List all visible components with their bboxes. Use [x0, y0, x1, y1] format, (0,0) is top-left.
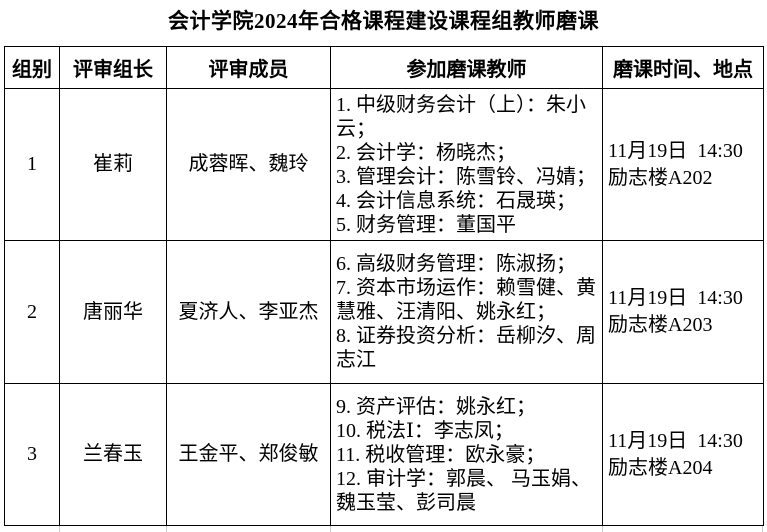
time-place-cell: 11月19日 14:30 励志楼A204 [602, 383, 764, 526]
time-place-cell: 11月19日 14:30 励志楼A202 [602, 88, 764, 241]
group-cell: 1 [4, 88, 60, 241]
members-cell: 成蓉晖、魏玲 [166, 88, 331, 241]
header-time-place: 磨课时间、地点 [602, 46, 764, 89]
table-row: 3 兰春玉 王金平、郑俊敏 9. 资产评估：姚永红； 10. 税法Ⅰ：李志凤； … [4, 383, 764, 526]
leader-cell: 唐丽华 [59, 240, 167, 384]
table-row: 2 唐丽华 夏济人、李亚杰 6. 高级财务管理：陈淑扬； 7. 资本市场运作：赖… [4, 240, 764, 384]
gridline-segment [330, 526, 331, 532]
members-cell: 夏济人、李亚杰 [166, 240, 331, 384]
teachers-cell: 1. 中级财务会计（上）：朱小 云； 2. 会计学：杨晓杰； 3. 管理会计：陈… [330, 88, 603, 241]
header-leader: 评审组长 [59, 46, 167, 89]
gridline-segment [762, 526, 763, 532]
table-row: 1 崔莉 成蓉晖、魏玲 1. 中级财务会计（上）：朱小 云； 2. 会计学：杨晓… [4, 88, 764, 241]
members-cell: 王金平、郑俊敏 [166, 383, 331, 526]
header-teachers: 参加磨课教师 [330, 46, 603, 89]
table-header-row: 组别 评审组长 评审成员 参加磨课教师 磨课时间、地点 [4, 46, 764, 89]
teachers-cell: 9. 资产评估：姚永红； 10. 税法Ⅰ：李志凤； 11. 税收管理：欧永豪； … [330, 383, 603, 526]
teachers-cell: 6. 高级财务管理：陈淑扬； 7. 资本市场运作：赖雪健、黄 慧雅、汪清阳、姚永… [330, 240, 603, 384]
header-members: 评审成员 [166, 46, 331, 89]
gridline-segment [602, 526, 603, 532]
group-cell: 3 [4, 383, 60, 526]
leader-cell: 崔莉 [59, 88, 167, 241]
header-group: 组别 [4, 46, 60, 89]
schedule-table: 组别 评审组长 评审成员 参加磨课教师 磨课时间、地点 1 崔莉 成蓉晖、魏玲 … [4, 46, 764, 526]
time-place-cell: 11月19日 14:30 励志楼A203 [602, 240, 764, 384]
gridline-segment [166, 526, 167, 532]
group-cell: 2 [4, 240, 60, 384]
cutoff-next-row-gridlines [0, 526, 767, 532]
gridline-segment [59, 526, 60, 532]
page-title: 会计学院2024年合格课程建设课程组教师磨课 [168, 9, 599, 33]
leader-cell: 兰春玉 [59, 383, 167, 526]
